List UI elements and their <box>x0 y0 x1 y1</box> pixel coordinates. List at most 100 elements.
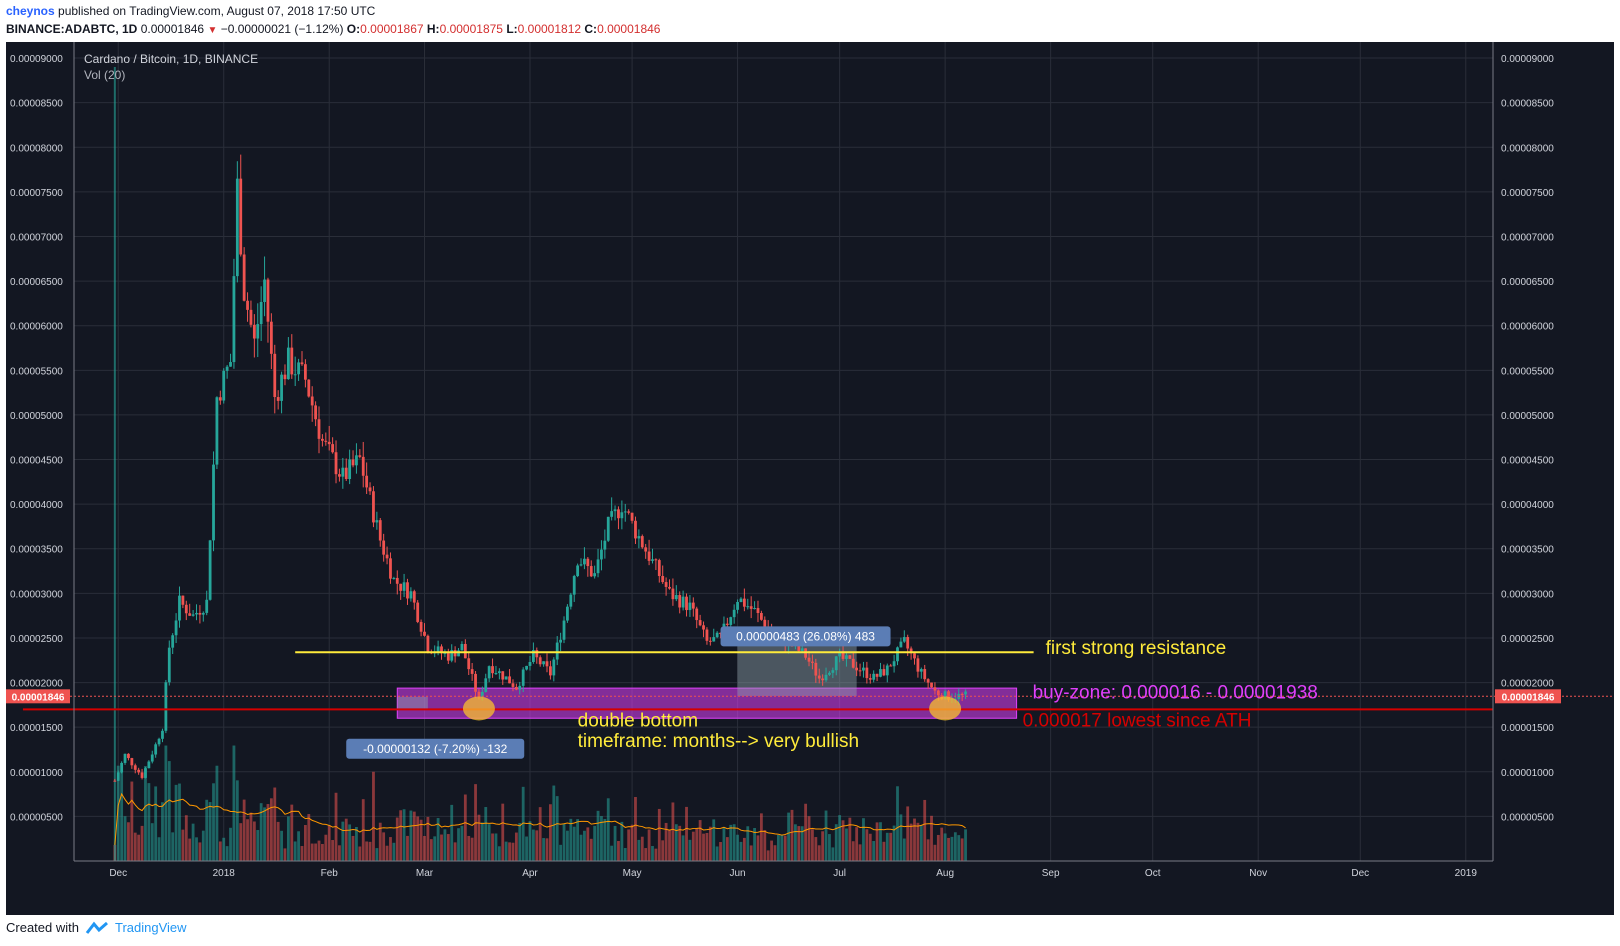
y-tick-label-right: 0.00000500 <box>1501 812 1554 823</box>
volume-bar <box>355 826 358 861</box>
candle-body <box>845 655 848 659</box>
volume-bar <box>290 804 294 861</box>
candle-body <box>535 650 539 658</box>
volume-bar <box>566 830 569 861</box>
volume-bar <box>892 825 896 861</box>
volume-bar <box>766 850 770 861</box>
candle-body <box>671 588 675 600</box>
volume-bar <box>443 829 447 861</box>
candle-body <box>443 652 447 654</box>
author-link[interactable]: cheynos <box>6 4 55 18</box>
candle-body <box>654 559 658 561</box>
publish-text: published on TradingView.com, August 07,… <box>58 4 376 18</box>
candle-body <box>926 679 930 683</box>
volume-bar <box>501 803 505 861</box>
volume-indicator-label[interactable]: Vol (20) <box>84 68 125 82</box>
volume-bar <box>314 843 318 861</box>
volume-bar <box>378 822 382 861</box>
volume-bar <box>518 822 522 861</box>
volume-bar <box>276 821 280 861</box>
volume-bar <box>950 836 954 861</box>
candle-body <box>705 629 709 641</box>
y-tick-label-left: 0.00000500 <box>10 812 63 823</box>
volume-bar <box>218 841 222 861</box>
volume-bar <box>821 831 825 861</box>
y-tick-label-left: 0.00003500 <box>10 545 63 556</box>
volume-bar <box>545 838 549 861</box>
volume-ma-line <box>114 792 966 845</box>
candle-body <box>620 512 624 519</box>
candle-body <box>943 691 947 700</box>
volume-bar <box>406 835 409 861</box>
price-chart[interactable]: 0.00000500 0.00000500 0.00001000 0.00001000… <box>6 42 1614 915</box>
volume-bar <box>338 845 341 861</box>
candle-body <box>358 455 362 457</box>
volume-bar <box>467 835 471 861</box>
candle-body <box>120 762 124 773</box>
volume-bar <box>916 822 920 861</box>
x-tick-label: Oct <box>1145 868 1161 879</box>
volume-bar <box>283 848 287 861</box>
volume-bar <box>487 824 491 861</box>
candle-body <box>385 554 389 559</box>
x-tick-label: 2019 <box>1455 868 1478 879</box>
candle-body <box>484 678 488 692</box>
x-tick-label: Nov <box>1249 868 1267 879</box>
volume-bar <box>497 846 501 861</box>
candle-body <box>566 606 569 621</box>
candle-body <box>249 309 253 325</box>
candle-body <box>514 686 518 690</box>
volume-bar <box>307 814 311 861</box>
candle-body <box>906 637 910 649</box>
candle-body <box>276 397 280 401</box>
x-tick-label: Sep <box>1042 868 1060 879</box>
volume-bar <box>753 827 756 861</box>
double-bottom-label: double bottom <box>578 710 698 731</box>
volume-bar <box>382 832 386 861</box>
volume-bar <box>715 846 719 861</box>
volume-bar <box>157 837 161 861</box>
volume-bar <box>358 846 362 861</box>
candle-body <box>647 551 651 561</box>
volume-bar <box>875 822 879 861</box>
volume-bar <box>593 825 597 861</box>
volume-bar <box>858 844 862 861</box>
volume-bar <box>508 842 511 861</box>
volume-bar <box>389 837 392 861</box>
last-price-badge-right-bg <box>1495 689 1561 704</box>
y-tick-label-right: 0.00004000 <box>1501 500 1554 511</box>
buy-zone-label: buy-zone: 0.000016 - 0.00001938 <box>1033 683 1318 704</box>
candle-body <box>562 620 566 640</box>
candle-body <box>331 444 335 453</box>
candle-body <box>848 655 852 659</box>
candle-body <box>589 566 593 577</box>
candle-body <box>634 520 637 539</box>
candle-body <box>759 613 763 620</box>
y-tick-label-right: 0.00003500 <box>1501 545 1554 556</box>
candle-body <box>321 438 324 441</box>
candle-body <box>252 324 256 339</box>
volume-bar <box>494 833 498 861</box>
candle-body <box>222 370 226 401</box>
candle-body <box>297 362 300 375</box>
volume-bar <box>324 834 328 861</box>
volume-bar <box>845 828 848 861</box>
volume-bar <box>664 822 668 861</box>
tradingview-link[interactable]: TradingView <box>114 920 187 935</box>
volume-bar <box>705 832 709 861</box>
candle-body <box>630 512 634 521</box>
candle-body <box>909 648 913 654</box>
volume-bar <box>807 816 811 861</box>
volume-bar <box>181 829 185 861</box>
volume-bar <box>171 832 175 861</box>
volume-bar <box>167 761 171 861</box>
candle-body <box>913 653 916 659</box>
volume-bar <box>838 815 842 861</box>
candle-body <box>399 583 403 591</box>
candle-body <box>862 667 865 671</box>
candle-body <box>348 459 352 479</box>
candle-body <box>474 673 477 692</box>
y-tick-label-right: 0.00006500 <box>1501 277 1554 288</box>
volume-bar <box>232 745 236 861</box>
candle-body <box>303 364 307 380</box>
